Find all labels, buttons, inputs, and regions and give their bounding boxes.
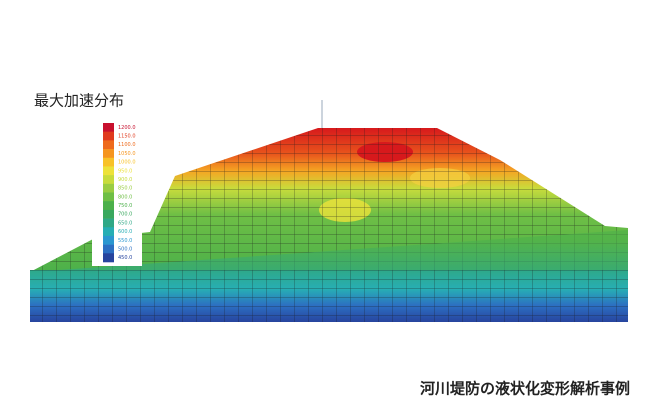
legend-label: 1100.0 [118,142,136,148]
legend-label: 1000.0 [118,160,136,166]
legend-background [92,116,142,266]
legend-swatch [103,175,114,185]
legend-swatch [103,218,114,228]
legend-swatch [103,192,114,202]
legend-title: 最大加速分布 [34,92,124,110]
front-face-top [30,230,628,272]
legend-swatch [103,131,114,141]
legend-swatch [103,157,114,167]
legend-label: 1200.0 [118,125,136,131]
legend-label: 600.0 [118,229,132,235]
embankment-model [30,100,628,322]
legend-label: 500.0 [118,246,132,252]
surface-mesh [30,128,628,272]
front-mesh [30,270,628,322]
legend-swatch [103,227,114,237]
legend-label: 700.0 [118,212,132,218]
legend-swatch [103,244,114,254]
legend-label: 1050.0 [118,151,136,157]
legend-label: 850.0 [118,186,132,192]
legend-swatch [103,253,114,263]
legend-label: 750.0 [118,203,132,209]
legend-label: 450.0 [118,255,132,261]
legend-swatch [103,166,114,176]
legend-label: 800.0 [118,194,132,200]
legend-swatch [103,183,114,193]
legend-label: 900.0 [118,177,132,183]
legend-label: 950.0 [118,168,132,174]
legend-label: 1150.0 [118,134,136,140]
caption: 河川堤防の液状化変形解析事例 [420,380,630,398]
legend-swatch [103,140,114,150]
legend-swatch [103,209,114,219]
legend-swatch [103,123,114,132]
legend-label: 650.0 [118,220,132,226]
legend-swatch [103,235,114,245]
legend-swatch [103,149,114,159]
legend-swatch [103,201,114,211]
legend: 1200.0 1150.0 1100.0 1050.0 1000.0 950.0 900.0… [103,123,136,263]
legend-label: 550.0 [118,238,132,244]
